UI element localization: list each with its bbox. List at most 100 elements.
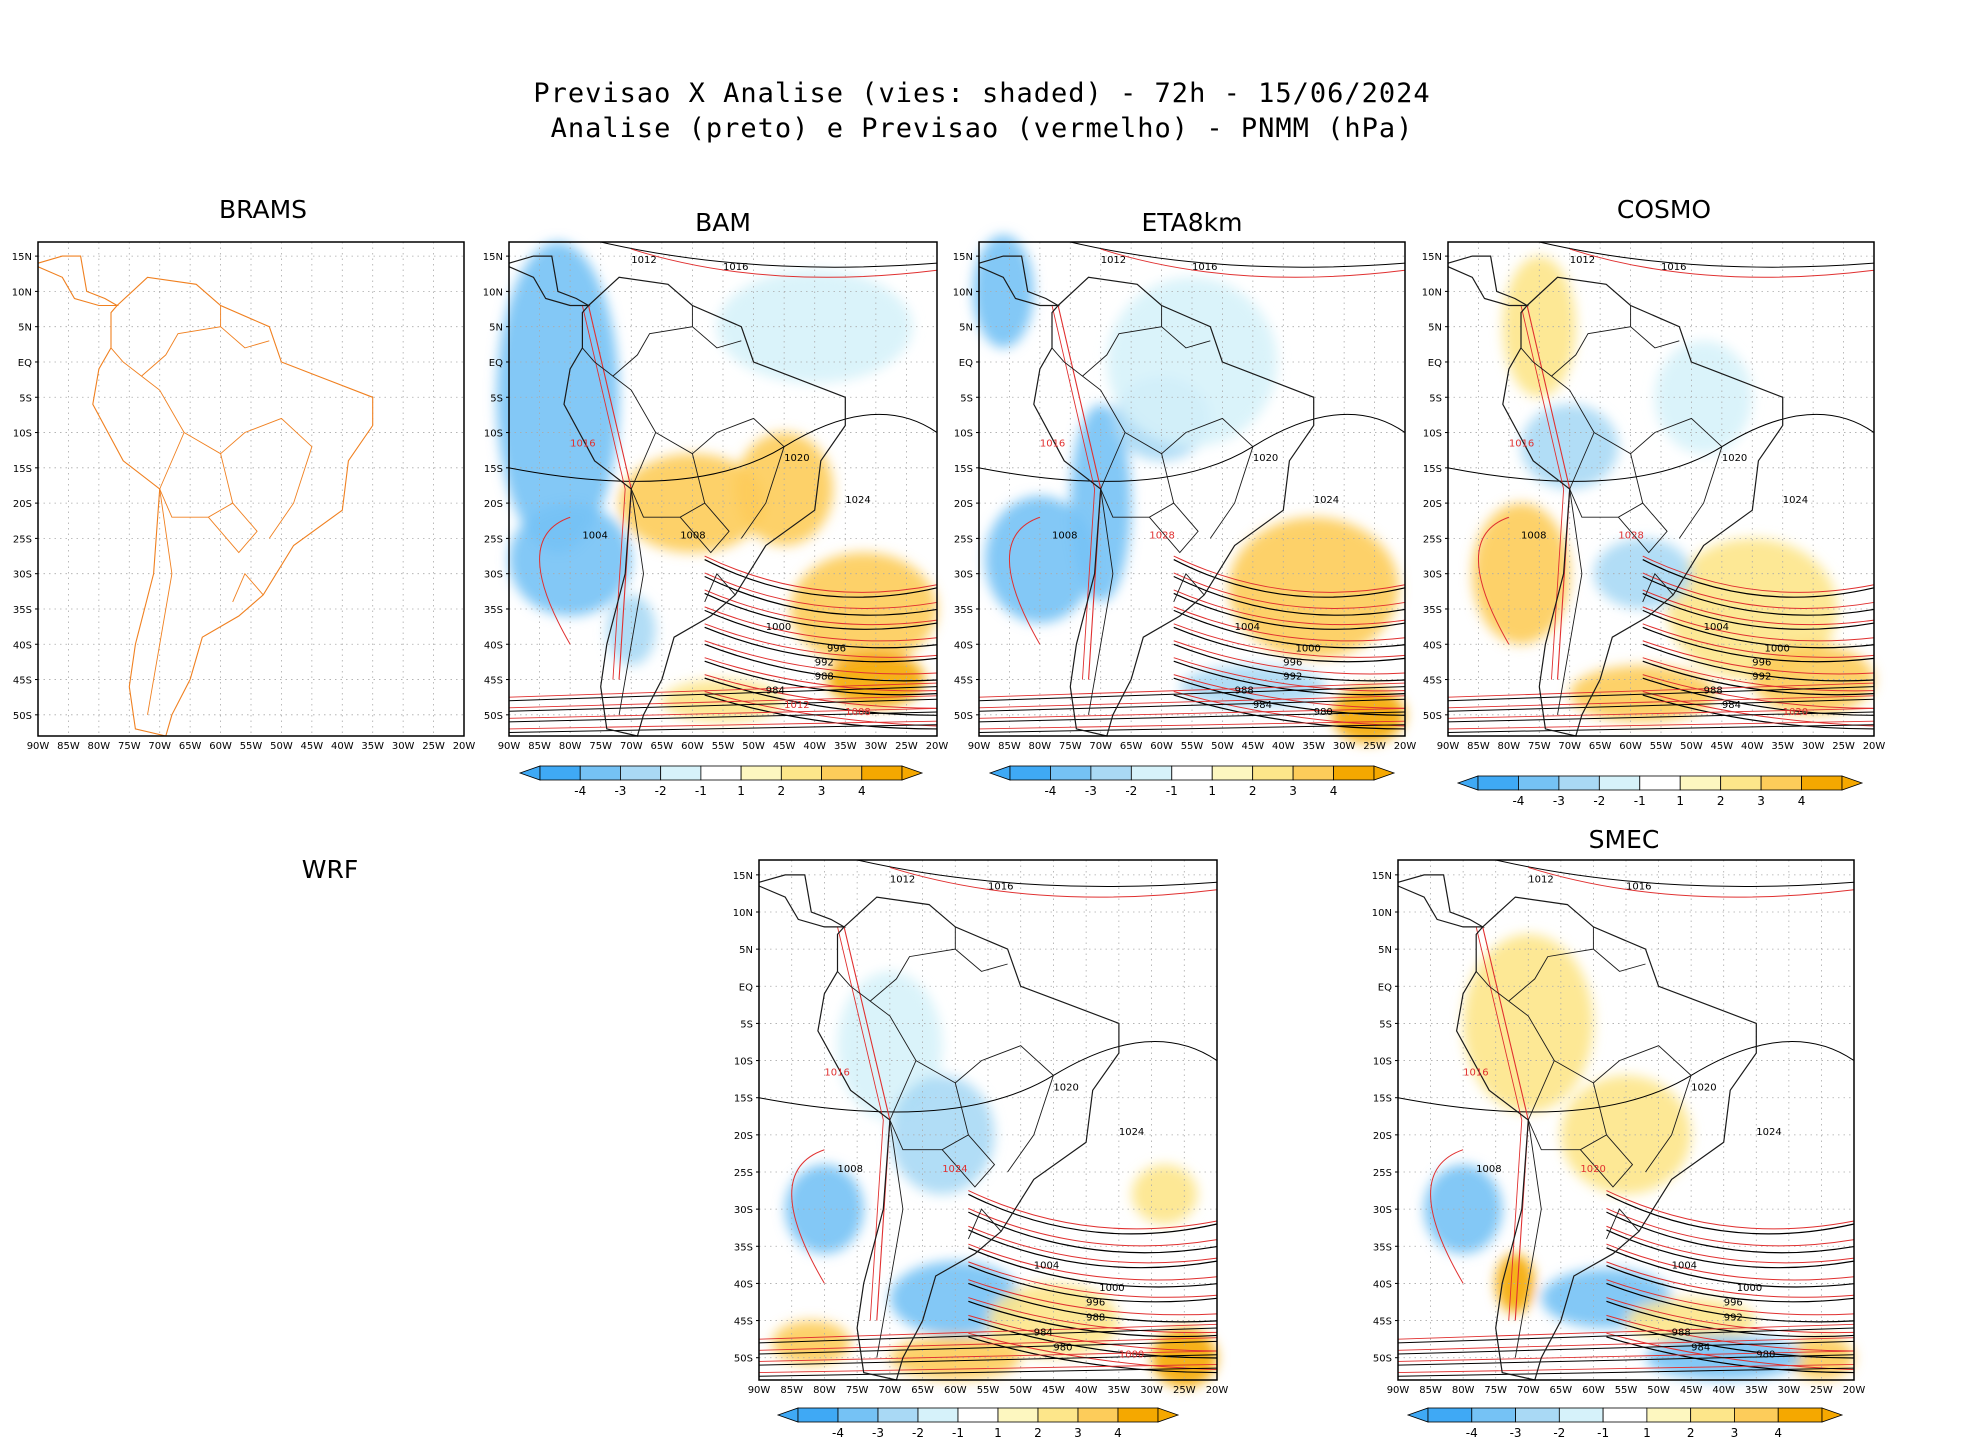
contour-label: 1008 — [1521, 530, 1546, 541]
panel-title-bam: BAM — [695, 208, 751, 237]
colorbar-label: -4 — [1512, 794, 1524, 808]
lat-tick-label: 30S — [1423, 570, 1442, 581]
lat-tick-label: 50S — [1373, 1354, 1392, 1365]
lat-tick-label: 25S — [954, 534, 973, 545]
lon-tick-label: 50W — [742, 741, 765, 752]
contour-label: 1000 — [1119, 1350, 1144, 1361]
lon-tick-label: 30W — [865, 741, 888, 752]
bias-area — [1131, 1164, 1198, 1224]
lat-tick-label: 30S — [13, 570, 32, 581]
contour-label: 984 — [766, 686, 785, 697]
lon-tick-label: 60W — [681, 741, 704, 752]
colorbar-segment — [1009, 765, 1051, 781]
colorbar-segment — [957, 1407, 999, 1423]
lon-tick-label: 85W — [780, 1385, 803, 1396]
colorbar-segment — [997, 1407, 1039, 1423]
lon-tick-label: 55W — [712, 741, 735, 752]
bias-area — [1424, 1164, 1503, 1254]
lon-tick-label: 30W — [1778, 1385, 1801, 1396]
lat-tick-label: 10N — [1422, 287, 1442, 298]
colorbar-segment — [660, 765, 702, 781]
colorbar-segment — [1292, 765, 1334, 781]
lon-tick-label: 60W — [1150, 741, 1173, 752]
colorbar-segment — [1734, 1407, 1779, 1423]
lon-tick-label: 80W — [88, 741, 111, 752]
lat-tick-label: 35S — [954, 605, 973, 616]
lon-tick-label: 85W — [1467, 741, 1490, 752]
country-border — [1508, 926, 1594, 1002]
country-border — [955, 1045, 1054, 1173]
lat-tick-label: 30S — [734, 1205, 753, 1216]
contour-label: 1012 — [631, 255, 656, 266]
colorbar-segment — [1117, 1407, 1159, 1423]
map-frame — [1447, 241, 1875, 737]
lon-tick-label: 20W — [1206, 1385, 1229, 1396]
contour-label: 1012 — [890, 874, 915, 885]
lat-tick-label: 5N — [1378, 945, 1392, 956]
lat-tick-label: 10S — [1423, 429, 1442, 440]
contour-label: 988 — [1704, 686, 1723, 697]
contour-label: 996 — [1752, 657, 1771, 668]
colorbar-segment — [917, 1407, 959, 1423]
contour-label: 1008 — [1476, 1164, 1501, 1175]
lat-tick-label: 25S — [734, 1168, 753, 1179]
lat-tick-label: 40S — [1423, 640, 1442, 651]
lat-tick-label: EQ — [1378, 982, 1392, 993]
contour-label: 1000 — [1737, 1283, 1762, 1294]
lon-tick-label: 35W — [834, 741, 857, 752]
colorbar-segment — [1077, 1407, 1119, 1423]
lon-tick-label: 40W — [1741, 741, 1764, 752]
pressure-contours — [1397, 859, 1855, 1377]
lon-tick-label: 45W — [1042, 1385, 1065, 1396]
colorbar-segment — [1130, 765, 1173, 781]
contour-label: 996 — [1283, 657, 1302, 668]
lat-tick-label: 20S — [954, 499, 973, 510]
map-frame — [978, 241, 1406, 737]
colorbar-label: -2 — [1593, 794, 1605, 808]
country-border — [1161, 326, 1211, 349]
colorbar-arrow-right — [1373, 765, 1396, 781]
lat-tick-label: 10S — [1373, 1057, 1392, 1068]
colorbar-segment — [1037, 1407, 1079, 1423]
lat-tick-label: 10S — [734, 1057, 753, 1068]
contour-label: 1000 — [1099, 1283, 1124, 1294]
map-background — [38, 242, 464, 736]
bias-area — [826, 651, 925, 708]
lat-tick-label: 50S — [734, 1354, 753, 1365]
lon-tick-label: 90W — [1437, 741, 1460, 752]
colorbar-label: -1 — [952, 1426, 964, 1440]
lat-tick-label: 20S — [734, 1131, 753, 1142]
lat-tick-label: 10N — [483, 287, 503, 298]
contour-label: 1008 — [845, 707, 870, 718]
contour-label: 984 — [1034, 1327, 1053, 1338]
colorbar-segment — [700, 765, 742, 781]
contour-label: 988 — [815, 672, 834, 683]
coastline — [1502, 276, 1784, 737]
colorbar-segment — [539, 765, 581, 781]
country-border — [955, 948, 1008, 972]
lat-tick-label: 15S — [734, 1094, 753, 1105]
panel-title-eta8km: ETA8km — [1141, 208, 1243, 237]
country-border — [1593, 948, 1646, 972]
contour-label: 1016 — [988, 882, 1013, 893]
colorbar-label: 2 — [1249, 784, 1257, 798]
country-border — [220, 326, 270, 349]
colorbar-label: 3 — [1289, 784, 1297, 798]
lat-tick-label: 10N — [1372, 908, 1392, 919]
colorbar-label: 2 — [778, 784, 786, 798]
contour-label: 1020 — [1783, 707, 1808, 718]
contour-label: 992 — [1283, 672, 1302, 683]
pressure-contours — [508, 241, 938, 733]
lat-tick-label: 40S — [954, 640, 973, 651]
colorbar-segment — [1602, 1407, 1648, 1423]
lon-tick-label: 20W — [1863, 741, 1886, 752]
lat-tick-label: 15N — [953, 252, 973, 263]
lon-tick-label: 65W — [1550, 1385, 1573, 1396]
contour-label: 1016 — [570, 439, 595, 450]
bias-area — [785, 1164, 864, 1254]
lat-tick-label: 45S — [13, 676, 32, 687]
country-border — [1088, 488, 1114, 715]
lon-tick-label: 60W — [944, 1385, 967, 1396]
bias-area — [1752, 644, 1874, 715]
colorbar-segment — [1477, 775, 1519, 791]
